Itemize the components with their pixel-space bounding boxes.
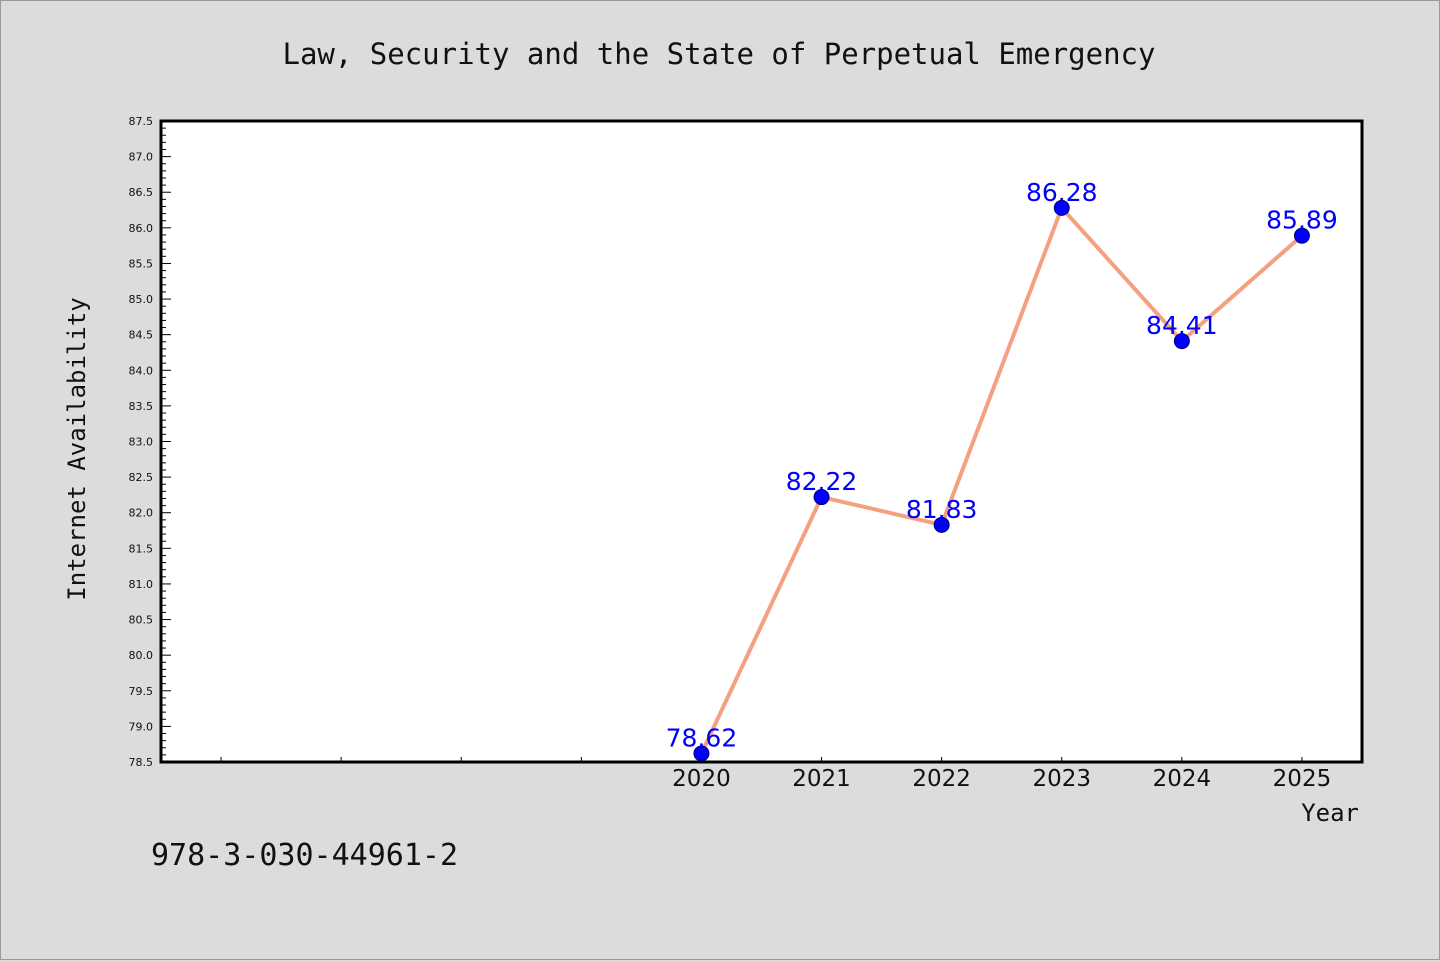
y-tick-label: 79.5: [129, 685, 154, 698]
plot-area: [159, 119, 1364, 764]
y-tick-label: 81.0: [129, 578, 154, 591]
x-axis-title: Year: [1301, 799, 1359, 827]
y-tick-label: 81.5: [129, 542, 154, 555]
y-tick-label: 82.0: [129, 507, 154, 520]
y-tick-label: 78.5: [129, 756, 154, 769]
x-axis: 2020 2021 2022 2023 2024 2025: [220, 757, 1332, 792]
x-tick-label: 2021: [792, 766, 851, 792]
y-tick-label: 86.5: [129, 186, 154, 199]
y-tick-label: 83.5: [129, 400, 154, 413]
x-tick-label: 2020: [672, 766, 731, 792]
y-tick-label: 83.0: [129, 436, 154, 449]
x-tick-label: 2025: [1273, 766, 1332, 792]
y-tick-label: 82.5: [129, 471, 154, 484]
y-tick-label: 86.0: [129, 222, 154, 235]
y-tick-label: 84.5: [129, 329, 154, 342]
y-tick-label: 84.0: [129, 364, 154, 377]
y-tick-label: 79.0: [129, 720, 154, 733]
data-point: [1053, 199, 1070, 216]
data-point: [813, 489, 830, 506]
y-tick-label: 80.5: [129, 614, 154, 627]
y-tick-label: 85.5: [129, 257, 154, 270]
y-tick-label: 85.0: [129, 293, 154, 306]
y-axis: 78.5 79.0 79.5 80.0 80.5 81.0 81.5 82.0 82.5 83.0…: [129, 115, 171, 769]
chart-title: Law, Security and the State of Perpetual…: [283, 37, 1156, 71]
data-point: [933, 516, 950, 533]
x-tick-label: 2024: [1153, 766, 1212, 792]
data-point: [1293, 227, 1310, 244]
y-tick-label: 87.0: [129, 151, 154, 164]
y-tick-label: 80.0: [129, 649, 154, 662]
data-point: [1173, 333, 1190, 350]
isbn-label: 978-3-030-44961-2: [151, 838, 458, 873]
x-tick-label: 2022: [912, 766, 971, 792]
y-axis-title: Internet Availability: [63, 297, 91, 600]
x-tick-label: 2023: [1032, 766, 1091, 792]
series-line: [699, 204, 1304, 755]
data-point: [693, 745, 710, 762]
y-tick-label: 87.5: [129, 115, 154, 128]
